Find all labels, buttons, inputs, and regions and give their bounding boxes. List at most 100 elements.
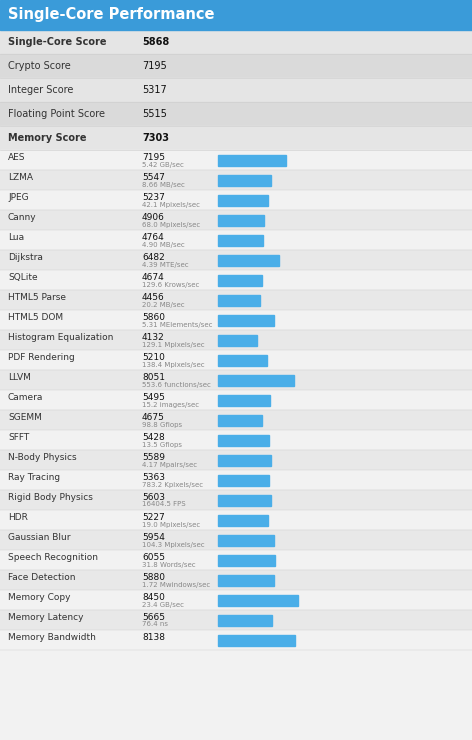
Bar — [218, 314, 273, 326]
Bar — [218, 494, 271, 505]
Text: PDF Rendering: PDF Rendering — [8, 353, 75, 362]
Text: 553.6 functions/sec: 553.6 functions/sec — [142, 382, 211, 388]
Text: 4.90 MB/sec: 4.90 MB/sec — [142, 241, 185, 247]
Bar — [218, 434, 270, 445]
Bar — [0, 0, 472, 30]
Text: Ray Tracing: Ray Tracing — [8, 473, 60, 482]
Text: 4.17 Mpairs/sec: 4.17 Mpairs/sec — [142, 462, 197, 468]
Bar — [218, 534, 274, 545]
Bar — [218, 454, 271, 465]
Text: Memory Copy: Memory Copy — [8, 593, 70, 602]
Bar — [218, 215, 264, 226]
Bar — [218, 155, 286, 166]
Text: 68.0 Mpixels/sec: 68.0 Mpixels/sec — [142, 221, 200, 227]
Bar — [0, 78, 472, 102]
Bar — [0, 126, 472, 150]
Text: LZMA: LZMA — [8, 173, 33, 182]
Text: 20.2 MB/sec: 20.2 MB/sec — [142, 301, 185, 308]
Text: 8450: 8450 — [142, 593, 165, 602]
Text: Floating Point Score: Floating Point Score — [8, 109, 105, 119]
Text: Single-Core Score: Single-Core Score — [8, 37, 107, 47]
Text: 31.8 Words/sec: 31.8 Words/sec — [142, 562, 195, 568]
Bar — [218, 514, 268, 525]
Text: SFFT: SFFT — [8, 433, 29, 442]
Bar — [0, 410, 472, 430]
Text: 4674: 4674 — [142, 273, 165, 282]
Bar — [0, 30, 472, 54]
Bar — [0, 550, 472, 570]
Text: 5868: 5868 — [142, 37, 169, 47]
Text: Memory Bandwidth: Memory Bandwidth — [8, 633, 96, 642]
Text: N-Body Physics: N-Body Physics — [8, 453, 76, 462]
Bar — [218, 275, 262, 286]
Text: 4675: 4675 — [142, 413, 165, 422]
Bar — [0, 450, 472, 470]
Bar — [218, 614, 272, 625]
Bar — [0, 430, 472, 450]
Bar — [218, 394, 270, 406]
Bar — [218, 255, 279, 266]
Text: Rigid Body Physics: Rigid Body Physics — [8, 493, 93, 502]
Text: 76.4 ns: 76.4 ns — [142, 622, 168, 628]
Text: 129.6 Krows/sec: 129.6 Krows/sec — [142, 281, 199, 288]
Text: 15.2 images/sec: 15.2 images/sec — [142, 402, 199, 408]
Bar — [0, 230, 472, 250]
Text: Memory Score: Memory Score — [8, 133, 86, 143]
Text: 4764: 4764 — [142, 233, 165, 242]
Text: Gaussian Blur: Gaussian Blur — [8, 533, 70, 542]
Text: Histogram Equalization: Histogram Equalization — [8, 333, 113, 342]
Text: 23.4 GB/sec: 23.4 GB/sec — [142, 602, 184, 608]
Bar — [0, 170, 472, 190]
Text: HDR: HDR — [8, 513, 28, 522]
Text: 4456: 4456 — [142, 293, 165, 302]
Text: 7195: 7195 — [142, 153, 165, 162]
Bar — [218, 574, 274, 585]
Text: 8.66 MB/sec: 8.66 MB/sec — [142, 181, 185, 187]
Text: 7303: 7303 — [142, 133, 169, 143]
Bar — [0, 210, 472, 230]
Text: 4.39 MTE/sec: 4.39 MTE/sec — [142, 261, 189, 267]
Bar — [0, 590, 472, 610]
Bar — [0, 290, 472, 310]
Text: 5589: 5589 — [142, 453, 165, 462]
Text: 5428: 5428 — [142, 433, 165, 442]
Bar — [0, 570, 472, 590]
Bar — [0, 490, 472, 510]
Text: 6055: 6055 — [142, 553, 165, 562]
Text: 138.4 Mpixels/sec: 138.4 Mpixels/sec — [142, 362, 205, 368]
Text: 98.8 Gflops: 98.8 Gflops — [142, 422, 182, 428]
Bar — [0, 102, 472, 126]
Text: 5.42 GB/sec: 5.42 GB/sec — [142, 161, 184, 167]
Text: 5210: 5210 — [142, 353, 165, 362]
Text: 8051: 8051 — [142, 373, 165, 382]
Bar — [0, 350, 472, 370]
Bar — [218, 354, 267, 366]
Text: 5603: 5603 — [142, 493, 165, 502]
Text: 4132: 4132 — [142, 333, 165, 342]
Text: 5227: 5227 — [142, 513, 165, 522]
Text: Canny: Canny — [8, 213, 37, 222]
Text: 4906: 4906 — [142, 213, 165, 222]
Bar — [218, 414, 262, 425]
Bar — [0, 54, 472, 78]
Text: 104.3 Mpixels/sec: 104.3 Mpixels/sec — [142, 542, 205, 548]
Bar — [0, 310, 472, 330]
Bar — [218, 594, 298, 605]
Text: Camera: Camera — [8, 393, 43, 402]
Text: Integer Score: Integer Score — [8, 85, 73, 95]
Text: 5237: 5237 — [142, 193, 165, 202]
Text: 5.31 MElements/sec: 5.31 MElements/sec — [142, 321, 212, 328]
Text: SGEMM: SGEMM — [8, 413, 42, 422]
Bar — [0, 470, 472, 490]
Text: Memory Latency: Memory Latency — [8, 613, 84, 622]
Bar — [0, 150, 472, 170]
Text: JPEG: JPEG — [8, 193, 29, 202]
Text: 783.2 Kpixels/sec: 783.2 Kpixels/sec — [142, 482, 203, 488]
Text: 1.72 Mwindows/sec: 1.72 Mwindows/sec — [142, 582, 210, 588]
Bar — [218, 235, 263, 246]
Bar — [218, 374, 294, 386]
Text: 5547: 5547 — [142, 173, 165, 182]
Bar — [0, 250, 472, 270]
Text: LLVM: LLVM — [8, 373, 31, 382]
Text: Dijkstra: Dijkstra — [8, 253, 43, 262]
